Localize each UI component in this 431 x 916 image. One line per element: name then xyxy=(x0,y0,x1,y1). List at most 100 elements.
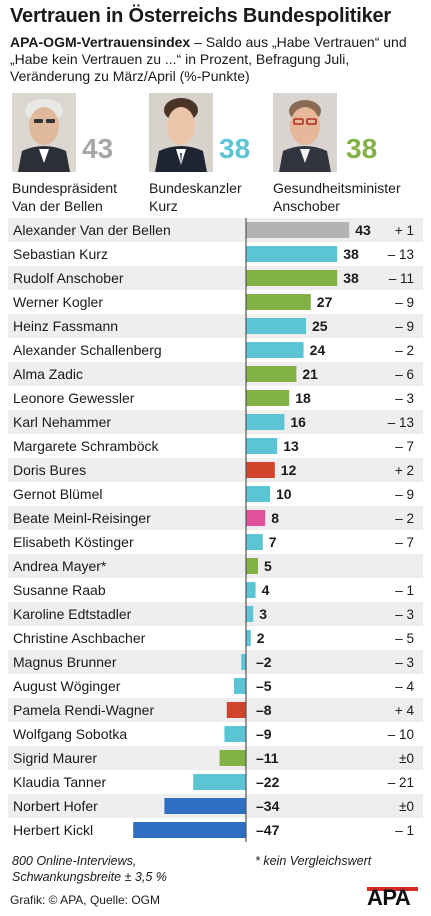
change-label: – 1 xyxy=(395,583,414,598)
bar xyxy=(246,246,338,262)
footnote-line1: 800 Online-Interviews, xyxy=(12,854,137,868)
featured-role: Gesundheitsminister xyxy=(273,180,401,196)
bar xyxy=(224,726,246,742)
bar xyxy=(241,654,246,670)
value-label: 43 xyxy=(355,222,371,238)
category-label: Susanne Raab xyxy=(13,582,106,598)
category-label: Elisabeth Köstinger xyxy=(13,534,134,550)
value-label: 16 xyxy=(290,414,306,430)
bar xyxy=(246,270,338,286)
value-label: –2 xyxy=(256,654,272,670)
change-label: – 13 xyxy=(388,247,414,262)
featured-name: Anschober xyxy=(273,198,340,214)
bar xyxy=(219,750,246,766)
value-label: 24 xyxy=(310,342,326,358)
category-label: Alexander Schallenberg xyxy=(13,342,162,358)
bar xyxy=(234,678,246,694)
category-label: Heinz Fassmann xyxy=(13,318,118,334)
bar xyxy=(246,294,311,310)
row-band xyxy=(8,698,423,722)
featured-score-anschober: 38 xyxy=(346,133,378,164)
change-label: – 3 xyxy=(395,655,414,670)
row-band xyxy=(8,410,423,434)
value-label: 5 xyxy=(264,558,272,574)
change-label: ±0 xyxy=(399,751,414,766)
row-band xyxy=(8,362,423,386)
bar xyxy=(164,798,246,814)
category-label: Sigrid Maurer xyxy=(13,750,97,766)
change-label: – 9 xyxy=(395,295,414,310)
subtitle-text: – Saldo aus „Habe Vertrauen“ und „Habe k… xyxy=(10,34,407,84)
category-label: Alexander Van der Bellen xyxy=(13,222,171,238)
portrait-van-der-bellen xyxy=(12,93,76,172)
bar xyxy=(246,222,350,238)
category-label: Magnus Brunner xyxy=(13,654,117,670)
value-label: 4 xyxy=(262,582,270,598)
featured-label-kurz: Bundeskanzler Kurz xyxy=(149,179,242,215)
change-label: – 3 xyxy=(395,607,414,622)
category-label: Karoline Edtstadler xyxy=(13,606,132,622)
change-label: – 9 xyxy=(395,487,414,502)
value-label: –34 xyxy=(256,798,280,814)
credit: Grafik: © APA, Quelle: OGM xyxy=(10,893,160,907)
featured-name: Van der Bellen xyxy=(12,198,103,214)
portrait-anschober xyxy=(273,93,337,172)
value-label: 7 xyxy=(269,534,277,550)
category-label: Leonore Gewessler xyxy=(13,390,135,406)
subtitle-bold: APA-OGM-Vertrauensindex xyxy=(10,34,191,50)
featured-score-kurz: 38 xyxy=(219,133,251,164)
value-label: 13 xyxy=(283,438,299,454)
featured-role: Bundespräsident xyxy=(12,180,118,196)
value-label: 38 xyxy=(343,246,359,262)
value-label: 8 xyxy=(271,510,279,526)
value-label: –9 xyxy=(256,726,272,742)
value-label: 10 xyxy=(276,486,292,502)
value-label: –22 xyxy=(256,774,280,790)
change-label: – 5 xyxy=(395,631,414,646)
change-label: – 21 xyxy=(388,775,414,790)
featured-label-van-der-bellen: Bundespräsident Van der Bellen xyxy=(12,179,117,215)
row-band xyxy=(8,746,423,770)
footnote-asterisk: * kein Vergleichswert xyxy=(255,854,372,868)
value-label: –5 xyxy=(256,678,272,694)
value-label: 18 xyxy=(295,390,311,406)
row-band xyxy=(8,650,423,674)
category-label: Alma Zadic xyxy=(13,366,83,382)
value-label: –47 xyxy=(256,822,280,838)
change-label: – 9 xyxy=(395,319,414,334)
value-label: 27 xyxy=(317,294,333,310)
row-band xyxy=(8,266,423,290)
change-label: – 13 xyxy=(388,415,414,430)
row-band xyxy=(8,554,423,578)
category-label: Beate Meinl-Reisinger xyxy=(13,510,151,526)
chart-subtitle: APA-OGM-Vertrauensindex – Saldo aus „Hab… xyxy=(10,34,422,85)
footnote-method: 800 Online-Interviews, Schwankungsbreite… xyxy=(12,853,167,885)
row-band xyxy=(8,458,423,482)
category-label: Karl Nehammer xyxy=(13,414,111,430)
bar xyxy=(133,822,246,838)
category-label: Gernot Blümel xyxy=(13,486,102,502)
category-label: Andrea Mayer* xyxy=(13,558,107,574)
value-label: 3 xyxy=(259,606,267,622)
value-label: –11 xyxy=(256,750,279,766)
bar xyxy=(246,414,285,430)
row-band xyxy=(8,506,423,530)
bar xyxy=(246,606,254,622)
category-label: Doris Bures xyxy=(13,462,86,478)
value-label: 38 xyxy=(343,270,359,286)
value-label: 25 xyxy=(312,318,328,334)
bar xyxy=(193,774,246,790)
footnote-line2: Schwankungsbreite ± 3,5 % xyxy=(12,870,167,884)
featured-name: Kurz xyxy=(149,198,178,214)
category-label: Pamela Rendi-Wagner xyxy=(13,702,154,718)
row-band xyxy=(8,218,423,242)
value-label: 12 xyxy=(281,462,297,478)
bar xyxy=(226,702,246,718)
value-label: –8 xyxy=(256,702,272,718)
category-label: August Wöginger xyxy=(13,678,121,694)
change-label: – 10 xyxy=(388,727,414,742)
category-label: Norbert Hofer xyxy=(13,798,98,814)
bar xyxy=(246,366,297,382)
change-label: – 2 xyxy=(395,511,414,526)
bar xyxy=(246,510,266,526)
